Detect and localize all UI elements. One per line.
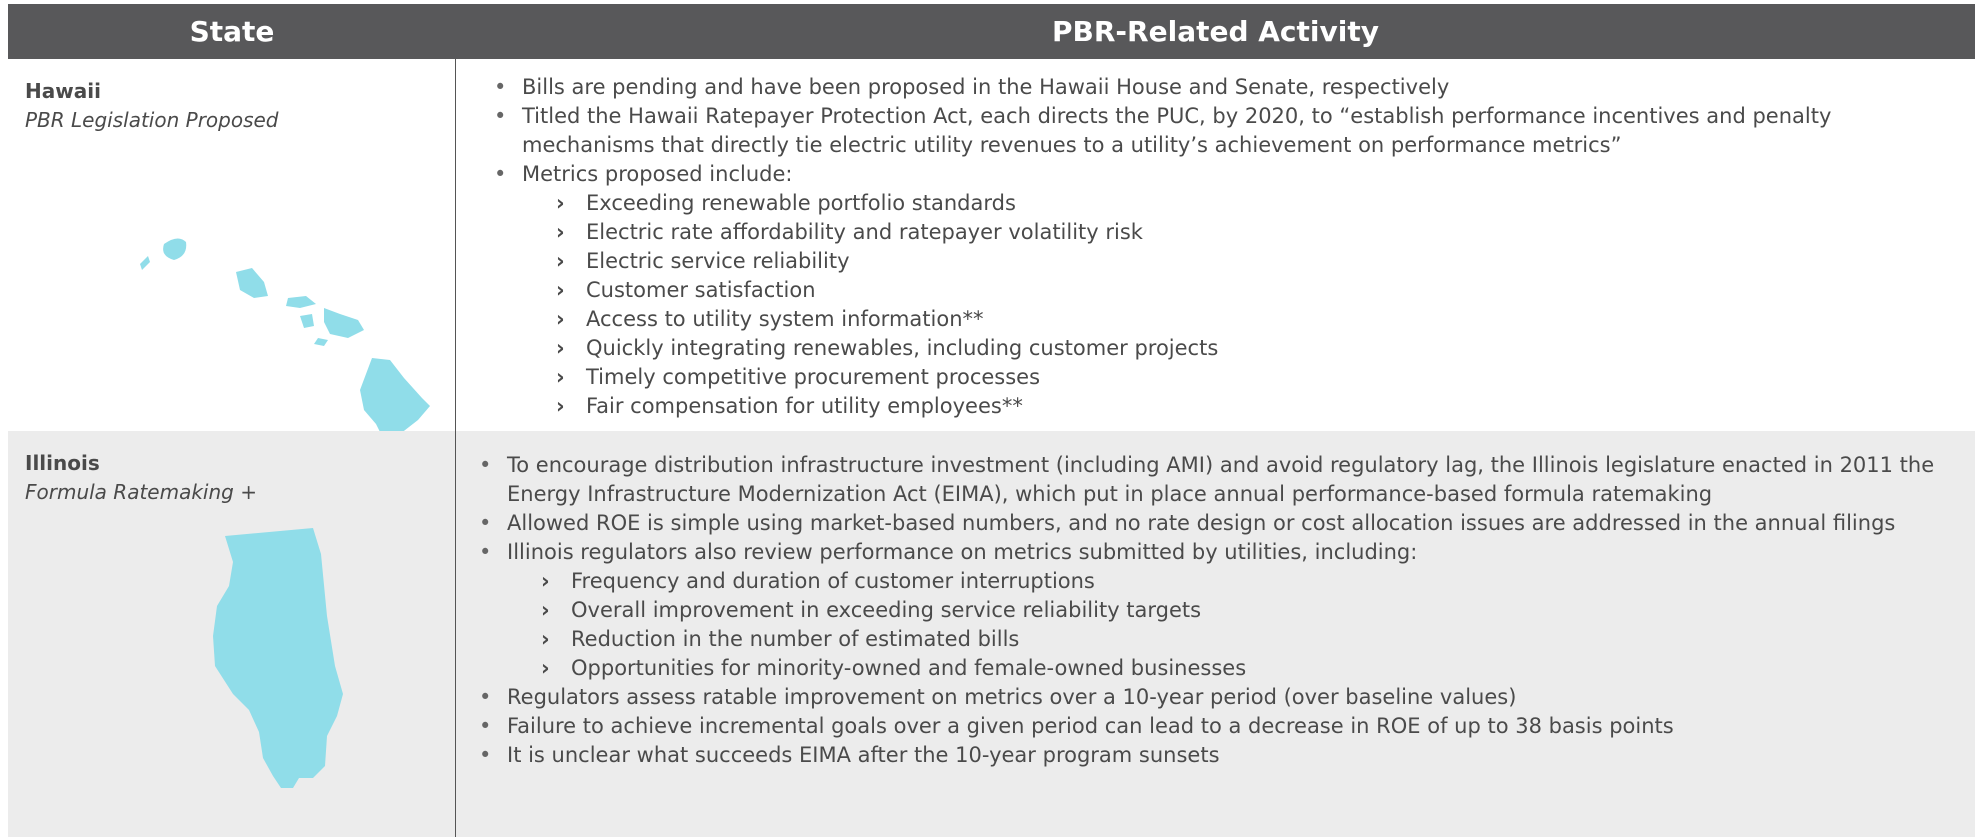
sub-bullet-item: Reduction in the number of estimated bil… xyxy=(541,625,1935,654)
sub-bullet-item: Electric service reliability xyxy=(556,247,1935,276)
sub-bullet-item: Frequency and duration of customer inter… xyxy=(541,567,1935,596)
bullet-item: To encourage distribution infrastructure… xyxy=(479,451,1935,509)
sub-bullet-item: Opportunities for minority-owned and fem… xyxy=(541,654,1935,683)
sub-bullet-item: Exceeding renewable portfolio standards xyxy=(556,189,1935,218)
hawaii-map xyxy=(140,238,430,440)
sub-bullet-item: Access to utility system information** xyxy=(556,305,1935,334)
sub-bullet-item: Fair compensation for utility employees*… xyxy=(556,392,1935,421)
bullet-item: Allowed ROE is simple using market-based… xyxy=(479,509,1935,538)
bullet-item: Failure to achieve incremental goals ove… xyxy=(479,712,1935,741)
sub-bullet-item: Overall improvement in exceeding service… xyxy=(541,596,1935,625)
state-status: PBR Legislation Proposed xyxy=(25,108,279,132)
bullet-item: Regulators assess ratable improvement on… xyxy=(479,683,1935,712)
activity-list: To encourage distribution infrastructure… xyxy=(479,451,1935,770)
sub-bullet-item: Customer satisfaction xyxy=(556,276,1935,305)
activity-list: Bills are pending and have been proposed… xyxy=(494,73,1935,421)
bullet-item: Bills are pending and have been proposed… xyxy=(494,73,1935,102)
header-cell: PBR-Related Activity xyxy=(1052,15,1379,48)
state-name: Hawaii xyxy=(25,79,101,103)
table-header: State PBR-Related Activity xyxy=(8,4,1975,59)
table-row: Illinois Formula Ratemaking + To encoura… xyxy=(8,431,1975,837)
header-cell: State xyxy=(189,15,275,48)
bullet-item: It is unclear what succeeds EIMA after t… xyxy=(479,741,1935,770)
illinois-map xyxy=(213,528,343,788)
bullet-item: Metrics proposed include: xyxy=(494,160,1935,189)
sub-bullet-item: Electric rate affordability and ratepaye… xyxy=(556,218,1935,247)
state-cell: Illinois Formula Ratemaking + xyxy=(25,449,257,507)
bullet-item: Titled the Hawaii Ratepayer Protection A… xyxy=(494,102,1935,160)
sub-bullet-item: Timely competitive procurement processes xyxy=(556,363,1935,392)
state-name: Illinois xyxy=(25,451,100,475)
state-cell: Hawaii PBR Legislation Proposed xyxy=(25,77,279,135)
table-row: Hawaii PBR Legislation Proposed Bills ar… xyxy=(8,59,1975,440)
sub-bullet-item: Quickly integrating renewables, includin… xyxy=(556,334,1935,363)
state-status: Formula Ratemaking + xyxy=(25,480,257,504)
bullet-item: Illinois regulators also review performa… xyxy=(479,538,1935,567)
column-divider xyxy=(455,59,456,837)
